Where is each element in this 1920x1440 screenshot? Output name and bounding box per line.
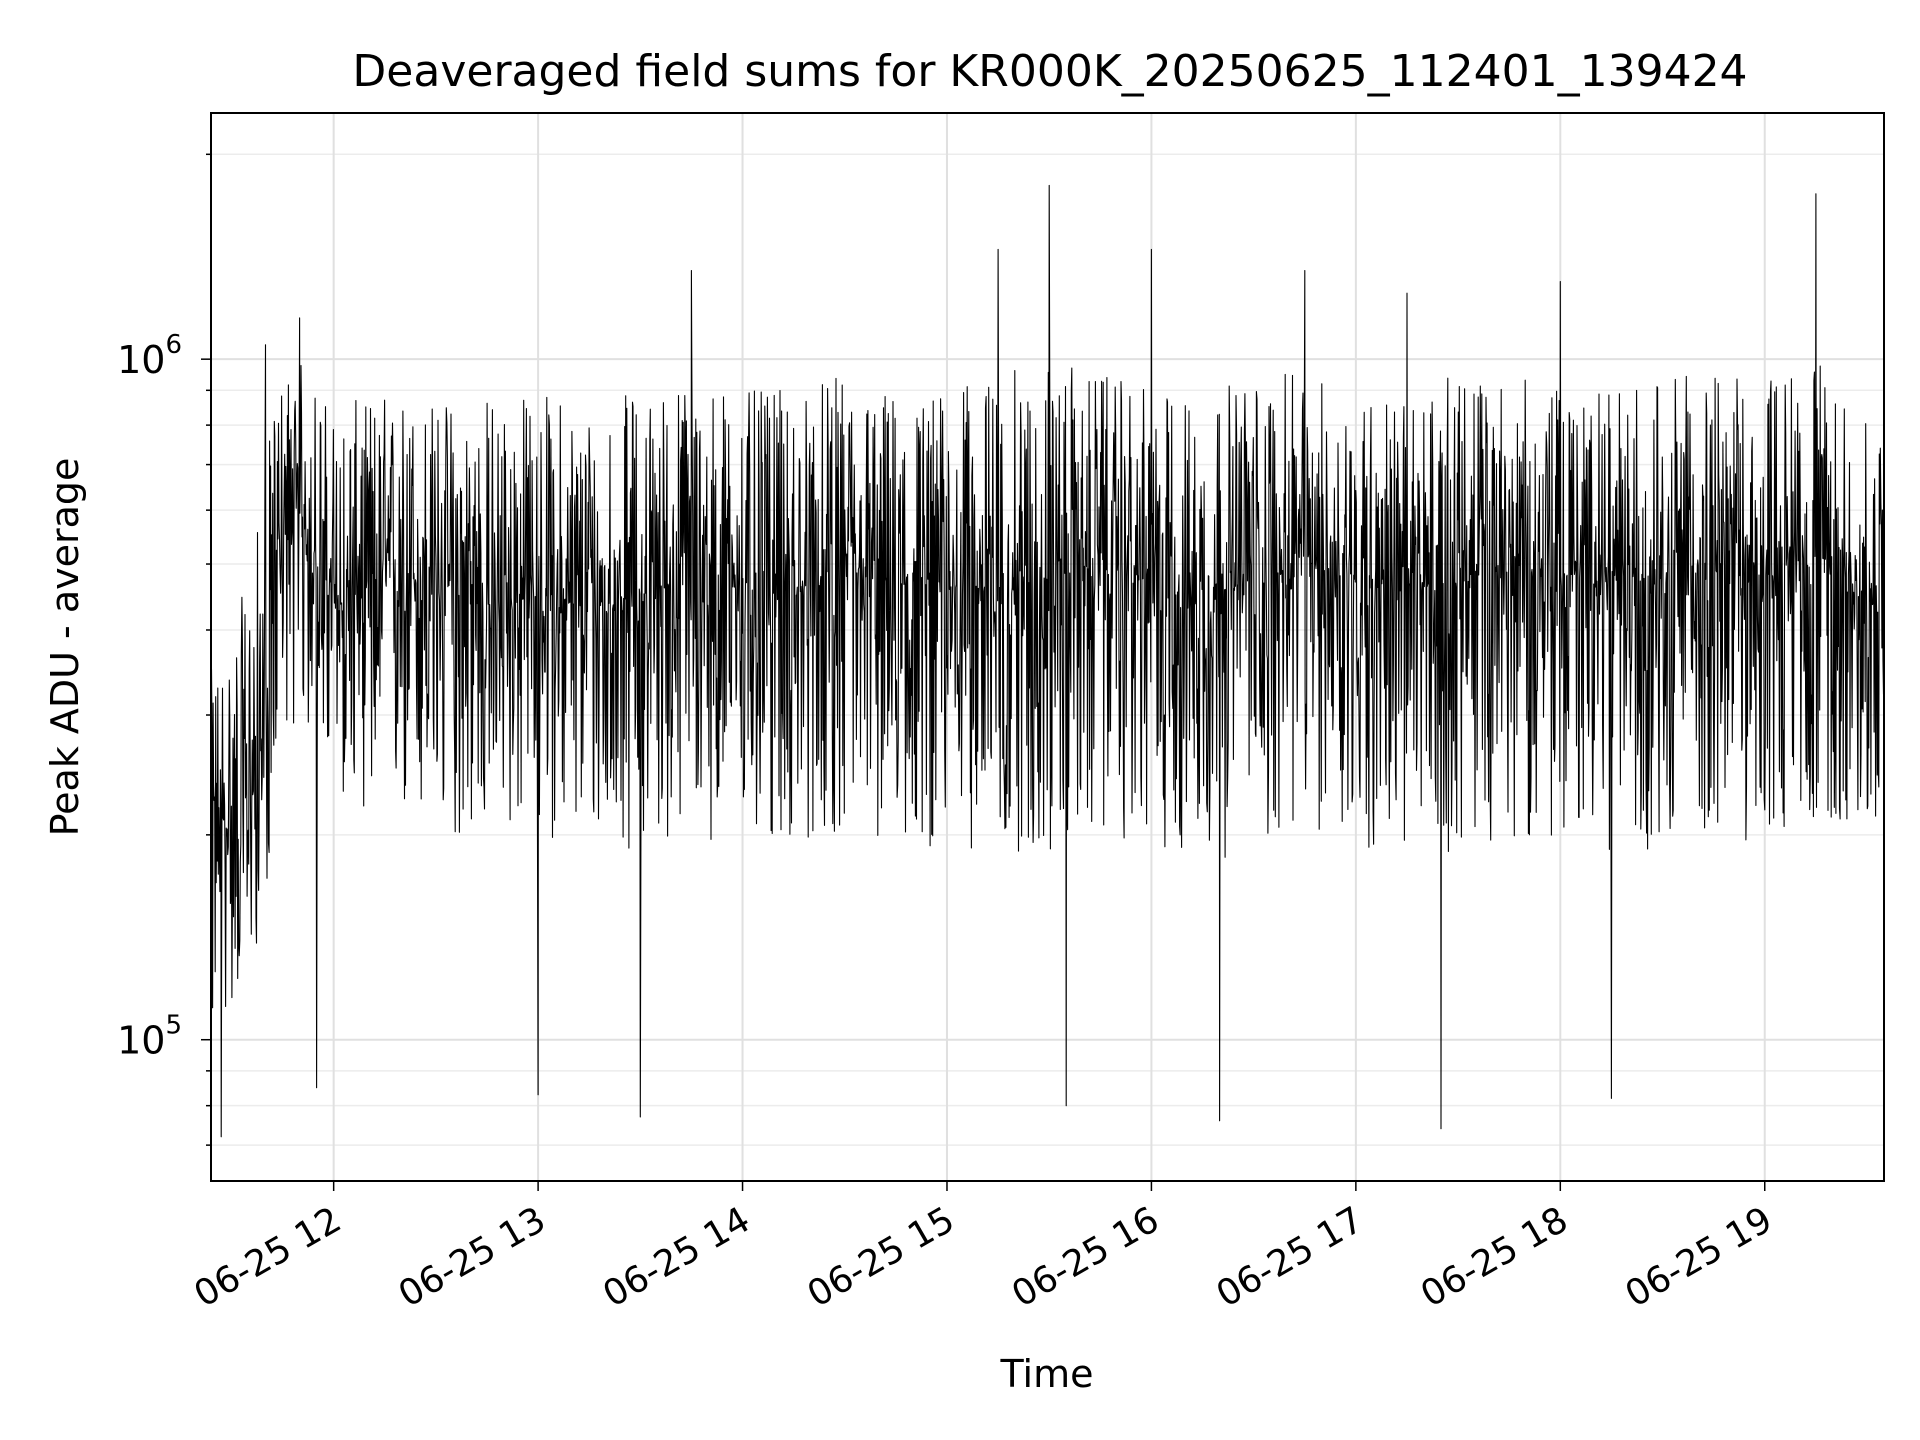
x-tick-label: 06-25 15	[801, 1199, 962, 1315]
chart-title: Deaveraged field sums for KR000K_2025062…	[352, 46, 1747, 97]
y-axis-label: Peak ADU - average	[43, 458, 87, 837]
x-tick-label: 06-25 16	[1005, 1199, 1166, 1315]
data-series	[210, 184, 1885, 1138]
x-axis-label: Time	[1000, 1352, 1094, 1396]
series-line	[210, 184, 1885, 1138]
x-tick-label: 06-25 19	[1619, 1199, 1780, 1315]
y-axis: 105 106	[117, 153, 211, 1146]
x-axis: 06-25 12 06-25 13 06-25 14 06-25 15 06-25 16…	[187, 1181, 1779, 1316]
x-tick-label: 06-25 14	[596, 1199, 757, 1315]
y-tick-label: 105	[117, 1011, 182, 1063]
x-tick-label: 06-25 18	[1414, 1199, 1575, 1315]
x-tick-label: 06-25 17	[1210, 1199, 1371, 1315]
x-tick-label: 06-25 12	[187, 1199, 348, 1315]
x-tick-label: 06-25 13	[392, 1199, 553, 1315]
y-tick-label: 106	[117, 330, 182, 382]
plot-frame	[210, 112, 1885, 1182]
